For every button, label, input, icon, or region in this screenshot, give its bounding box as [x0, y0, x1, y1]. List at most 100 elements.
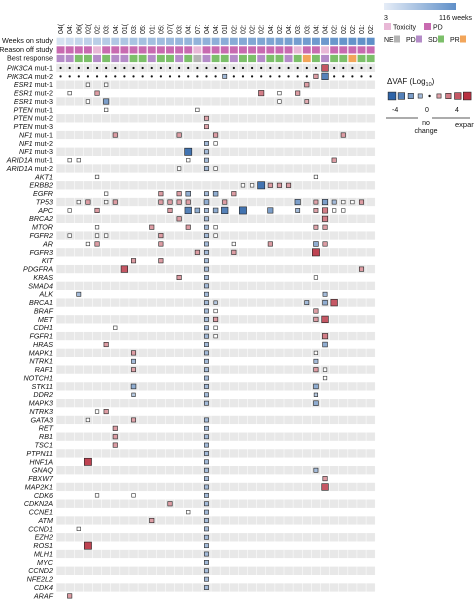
- vaf-cell: [257, 181, 266, 190]
- gene-label: BRAF: [34, 306, 54, 315]
- gene-row-band: [56, 440, 376, 450]
- vaf-dot: [296, 66, 299, 70]
- vaf-legend-no: no: [422, 120, 430, 127]
- reason-off-cell: [56, 46, 65, 54]
- best-response-cell: [111, 54, 120, 63]
- reason-off-cell: [156, 46, 165, 54]
- vaf-cell: [67, 91, 72, 96]
- gene-label: HNF1A: [29, 457, 53, 466]
- vaf-dot: [114, 66, 117, 70]
- best-response-cell: [184, 54, 193, 63]
- weeks-cell: [184, 37, 193, 45]
- vaf-cell: [204, 459, 209, 465]
- vaf-dot: [95, 75, 99, 78]
- gene-label: RET: [39, 424, 54, 433]
- reason-off-cell: [166, 46, 174, 54]
- best-response-cell: [138, 54, 147, 63]
- vaf-cell: [204, 551, 209, 557]
- vaf-cell: [313, 199, 319, 205]
- legend-label-toxicity: Toxicity: [393, 25, 416, 32]
- gene-row-band: [56, 172, 376, 182]
- vaf-cell: [204, 325, 209, 331]
- gene-row-band: [56, 474, 376, 483]
- vaf-cell: [331, 199, 337, 205]
- gene-label: ESR1 mut-3: [14, 97, 53, 106]
- vaf-cell: [331, 157, 337, 163]
- gene-label: KRAS: [33, 273, 53, 282]
- patient-id-label: 02:: [368, 24, 375, 34]
- vaf-cell: [204, 266, 209, 272]
- weeks-cell: [102, 37, 111, 45]
- gene-row-band: [56, 457, 376, 467]
- gene-row-band: [56, 281, 376, 291]
- reason-off-cell: [275, 46, 284, 54]
- gene-label: FGFR3: [29, 248, 53, 257]
- vaf-dot: [178, 75, 181, 78]
- weeks-scale-max: 116 weeks: [439, 15, 472, 22]
- weeks-cell: [211, 37, 220, 45]
- vaf-cell: [204, 166, 209, 171]
- vaf-cell: [103, 342, 109, 348]
- vaf-cell: [120, 265, 128, 273]
- gene-label: MET: [38, 315, 54, 324]
- best-response-cell: [257, 54, 266, 63]
- gene-label: HRAS: [33, 340, 53, 349]
- gene-row-band: [56, 155, 376, 165]
- gene-row-band: [56, 516, 376, 525]
- reason-off-cell: [239, 46, 247, 54]
- vaf-dot: [77, 66, 80, 70]
- gene-label: FGFR1: [29, 332, 53, 341]
- weeks-cell: [175, 37, 184, 45]
- vaf-cell: [184, 206, 192, 215]
- vaf-dot: [123, 66, 126, 70]
- vaf-cell: [276, 182, 282, 188]
- vaf-cell: [204, 534, 209, 540]
- vaf-cell: [212, 207, 219, 214]
- patient-id-label: 04:: [313, 24, 320, 34]
- best-response-cell: [56, 54, 65, 63]
- legend-label-ne: NE: [384, 37, 394, 44]
- gene-label: ARID1A mut-1: [6, 156, 53, 165]
- vaf-cell: [204, 442, 209, 448]
- best-response-cell: [166, 54, 174, 63]
- vaf-dot: [333, 75, 336, 78]
- patient-id-label: 04:: [113, 24, 120, 34]
- gene-row-band: [56, 273, 376, 282]
- gene-row-band: [56, 264, 376, 274]
- vaf-cell: [130, 383, 137, 390]
- gene-row-band: [56, 466, 376, 475]
- weeks-cell: [193, 37, 202, 45]
- vaf-cell: [322, 215, 329, 222]
- best-response-cell: [211, 54, 220, 63]
- header-row-label: Weeks on study: [2, 36, 53, 45]
- vaf-dot: [369, 75, 372, 78]
- best-response-cell: [93, 54, 101, 63]
- vaf-cell: [131, 417, 136, 423]
- weeks-cell: [330, 37, 339, 45]
- vaf-dot: [132, 75, 135, 78]
- vaf-cell: [94, 233, 100, 238]
- vaf-cell: [67, 208, 72, 213]
- reason-off-cell: [74, 46, 83, 54]
- vaf-cell: [204, 509, 209, 515]
- gene-label: DDR2: [33, 390, 53, 399]
- best-response-cell: [220, 54, 229, 63]
- weeks-scale-bar: [384, 3, 456, 10]
- gene-row-band: [56, 566, 376, 575]
- gene-label: PTEN mut-2: [13, 114, 53, 123]
- gene-row-band: [56, 558, 376, 567]
- vaf-dot: [187, 66, 190, 70]
- vaf-dot: [168, 66, 172, 70]
- weeks-cell: [275, 37, 284, 45]
- vaf-cell: [113, 325, 118, 330]
- vaf-legend-swatch: [454, 92, 462, 100]
- vaf-cell: [103, 98, 110, 105]
- weeks-cell: [202, 37, 211, 45]
- vaf-legend-swatch: [462, 91, 472, 101]
- vaf-cell: [76, 526, 81, 531]
- vaf-dot: [287, 75, 290, 78]
- vaf-cell: [204, 375, 209, 381]
- vaf-cell: [213, 308, 218, 314]
- weeks-cell: [302, 37, 311, 45]
